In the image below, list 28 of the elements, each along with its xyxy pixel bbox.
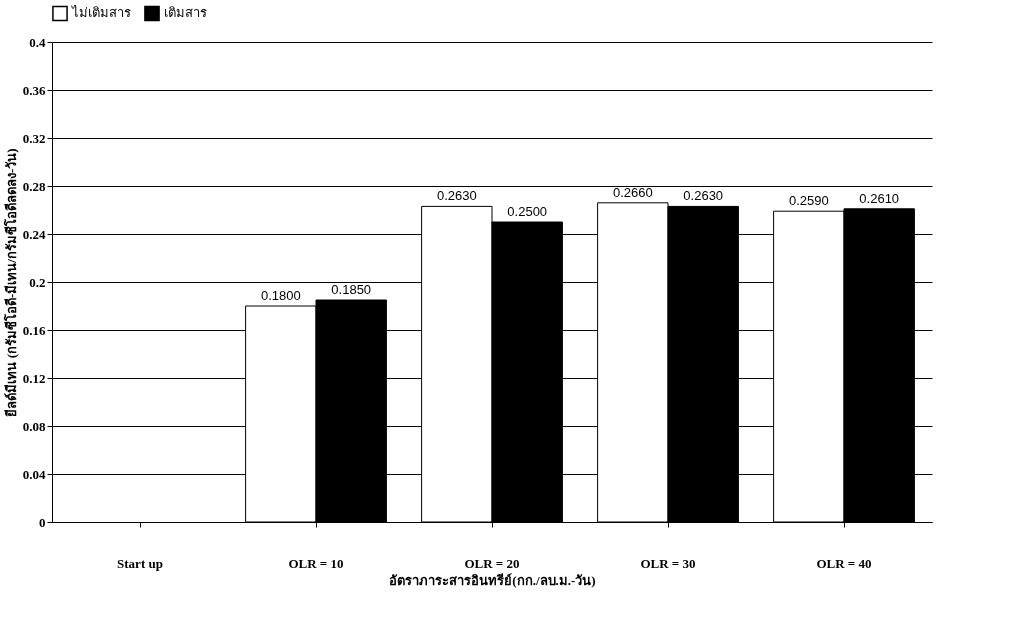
y-tick-label: 0 xyxy=(39,514,46,530)
y-axis-title: ยีลด์มีเทน (กรัมซีโอดี-มีเทน/กรัมซีโอดีลดลง-วัน) xyxy=(2,148,19,417)
legend-label: เติมสาร xyxy=(164,5,207,21)
data-label: 0.1800 xyxy=(260,288,301,303)
data-label: 0.2630 xyxy=(683,188,724,204)
data-label: 0.2500 xyxy=(507,204,548,219)
y-tick-label: 0.08 xyxy=(22,418,46,434)
data-label: 0.2610 xyxy=(859,190,900,206)
data-label: 0.2660 xyxy=(612,184,653,200)
data-label: 0.2630 xyxy=(436,188,477,204)
data-label: 0.1850 xyxy=(331,282,372,297)
y-tick-label: 0.28 xyxy=(22,178,46,194)
y-tick-label: 0.04 xyxy=(22,466,46,482)
y-tick-label: 0.16 xyxy=(22,322,46,338)
x-tick-label: OLR = 30 xyxy=(640,555,696,571)
y-tick-label: 0.32 xyxy=(22,130,46,146)
x-tick-label: Start up xyxy=(117,555,163,571)
x-axis-title: อัตราภาระสารอินทรีย์(กก./ลบ.ม.-วัน) xyxy=(389,572,596,588)
y-tick-label: 0.36 xyxy=(22,82,46,98)
y-tick-label: 0.2 xyxy=(29,274,46,290)
legend-label: ไม่เติมสาร xyxy=(71,5,131,21)
y-tick-label: 0.4 xyxy=(29,34,46,50)
data-label: 0.2590 xyxy=(788,193,829,209)
x-tick-label: OLR = 20 xyxy=(464,555,520,571)
x-tick-label: OLR = 40 xyxy=(816,555,872,571)
y-tick-label: 0.12 xyxy=(22,370,46,386)
y-tick-label: 0.24 xyxy=(22,226,46,242)
x-tick-label: OLR = 10 xyxy=(288,555,344,571)
